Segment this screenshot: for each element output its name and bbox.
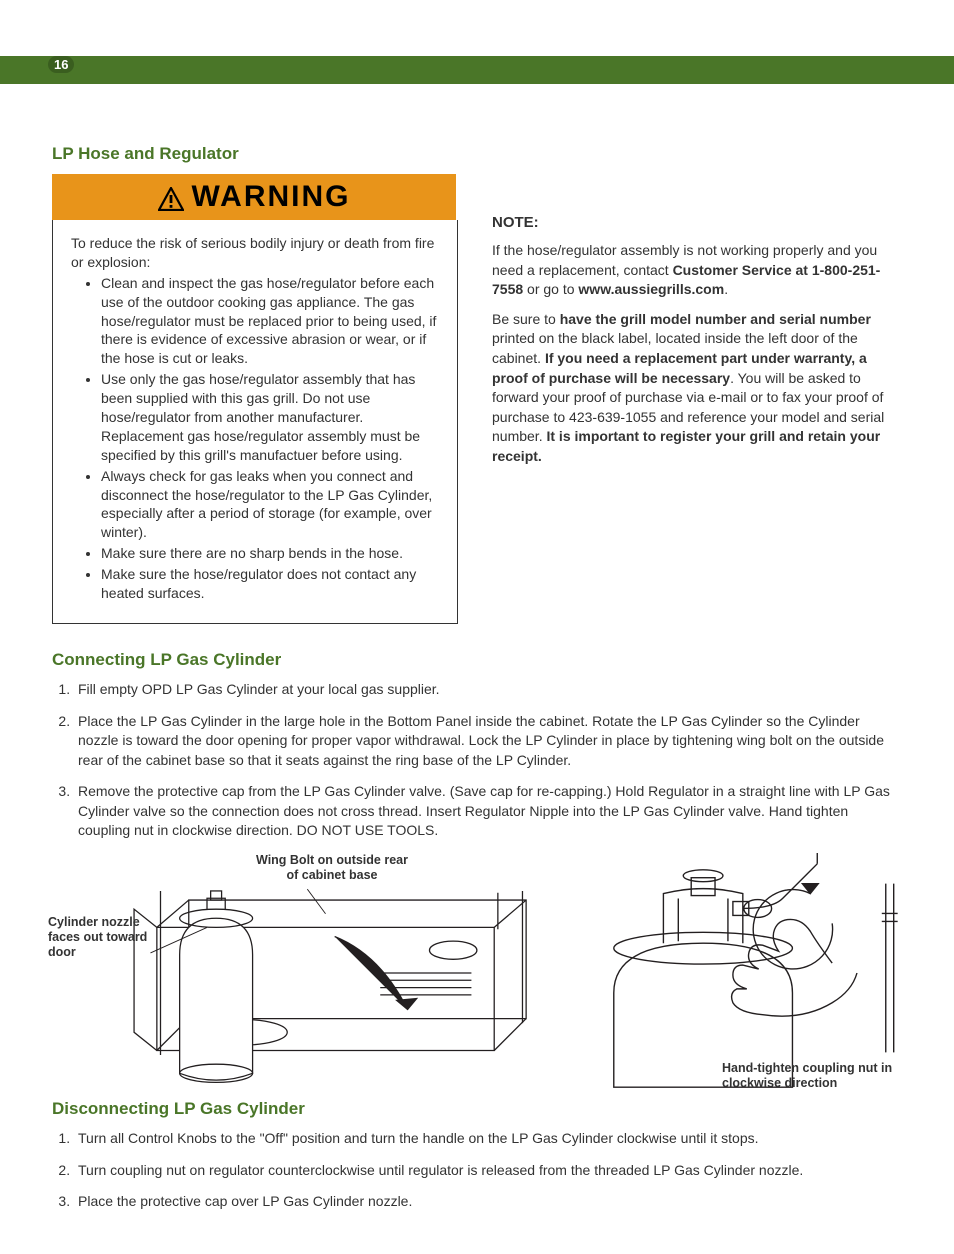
warning-box: To reduce the risk of serious bodily inj…: [52, 220, 458, 624]
note-bold: It is important to register your grill a…: [492, 428, 880, 464]
step-item: Turn all Control Knobs to the "Off" posi…: [74, 1129, 902, 1149]
note-text: .: [724, 281, 728, 297]
section-connecting: Connecting LP Gas Cylinder Fill empty OP…: [52, 650, 902, 1093]
section-title-lp-hose: LP Hose and Regulator: [52, 144, 902, 164]
step-text: Remove the protective cap from the LP Ga…: [78, 782, 902, 841]
warning-body: To reduce the risk of serious bodily inj…: [53, 220, 457, 623]
warning-column: WARNING To reduce the risk of serious bo…: [52, 174, 458, 624]
warning-bullet: Make sure the hose/regulator does not co…: [101, 565, 439, 603]
section-disconnecting: Disconnecting LP Gas Cylinder Turn all C…: [52, 1099, 902, 1212]
step-item: Place the protective cap over LP Gas Cyl…: [74, 1192, 902, 1212]
note-text: Be sure to: [492, 311, 560, 327]
section-title-connecting: Connecting LP Gas Cylinder: [52, 650, 902, 670]
step-text: Place the protective cap over LP Gas Cyl…: [78, 1192, 902, 1212]
section-title-disconnecting: Disconnecting LP Gas Cylinder: [52, 1099, 902, 1119]
warning-bullet: Always check for gas leaks when you conn…: [101, 467, 439, 543]
step-text: Fill empty OPD LP Gas Cylinder at your l…: [78, 680, 902, 700]
warning-banner: WARNING: [52, 174, 456, 220]
warning-bullet-list: Clean and inspect the gas hose/regulator…: [71, 274, 439, 603]
step-item: Turn coupling nut on regulator countercl…: [74, 1161, 902, 1181]
step-text: Turn all Control Knobs to the "Off" posi…: [78, 1129, 902, 1149]
diagram-cabinet: Wing Bolt on outside rear of cabinet bas…: [52, 853, 544, 1093]
step-item: Fill empty OPD LP Gas Cylinder at your l…: [74, 680, 902, 700]
connecting-steps: Fill empty OPD LP Gas Cylinder at your l…: [52, 680, 902, 841]
note-label: NOTE:: [492, 214, 902, 231]
disconnecting-steps: Turn all Control Knobs to the "Off" posi…: [52, 1129, 902, 1212]
caption-wing-bolt: Wing Bolt on outside rear of cabinet bas…: [252, 853, 412, 883]
diagram-row: Wing Bolt on outside rear of cabinet bas…: [52, 853, 902, 1093]
warning-and-note-row: WARNING To reduce the risk of serious bo…: [52, 174, 902, 624]
step-text: Turn coupling nut on regulator countercl…: [78, 1161, 902, 1181]
caption-nozzle: Cylinder nozzle faces out toward door: [48, 915, 158, 960]
regulator-diagram-icon: [584, 853, 902, 1093]
page-content: LP Hose and Regulator WARNING To reduce …: [0, 84, 954, 1254]
warning-label-text: WARNING: [192, 180, 351, 214]
warning-bullet: Use only the gas hose/regulator assembly…: [101, 370, 439, 464]
note-text: or go to: [523, 281, 578, 297]
cabinet-diagram-icon: [52, 853, 544, 1093]
note-paragraph-1: If the hose/regulator assembly is not wo…: [492, 241, 902, 300]
note-bold: have the grill model number and serial n…: [560, 311, 871, 327]
warning-bullet: Make sure there are no sharp bends in th…: [101, 544, 439, 563]
note-bold: www.aussiegrills.com: [578, 281, 724, 297]
warning-intro: To reduce the risk of serious bodily inj…: [71, 234, 439, 272]
page-header-bar: 16: [0, 56, 954, 84]
step-text: Place the LP Gas Cylinder in the large h…: [78, 712, 902, 771]
note-paragraph-2: Be sure to have the grill model number a…: [492, 310, 902, 467]
step-item: Remove the protective cap from the LP Ga…: [74, 782, 902, 841]
warning-triangle-icon: [158, 185, 184, 209]
note-column: NOTE: If the hose/regulator assembly is …: [492, 174, 902, 624]
diagram-regulator: Hand-tighten coupling nut in clockwise d…: [584, 853, 902, 1093]
page-number-badge: 16: [48, 56, 74, 73]
caption-hand-tighten: Hand-tighten coupling nut in clockwise d…: [722, 1061, 902, 1091]
warning-bullet: Clean and inspect the gas hose/regulator…: [101, 274, 439, 368]
step-item: Place the LP Gas Cylinder in the large h…: [74, 712, 902, 771]
